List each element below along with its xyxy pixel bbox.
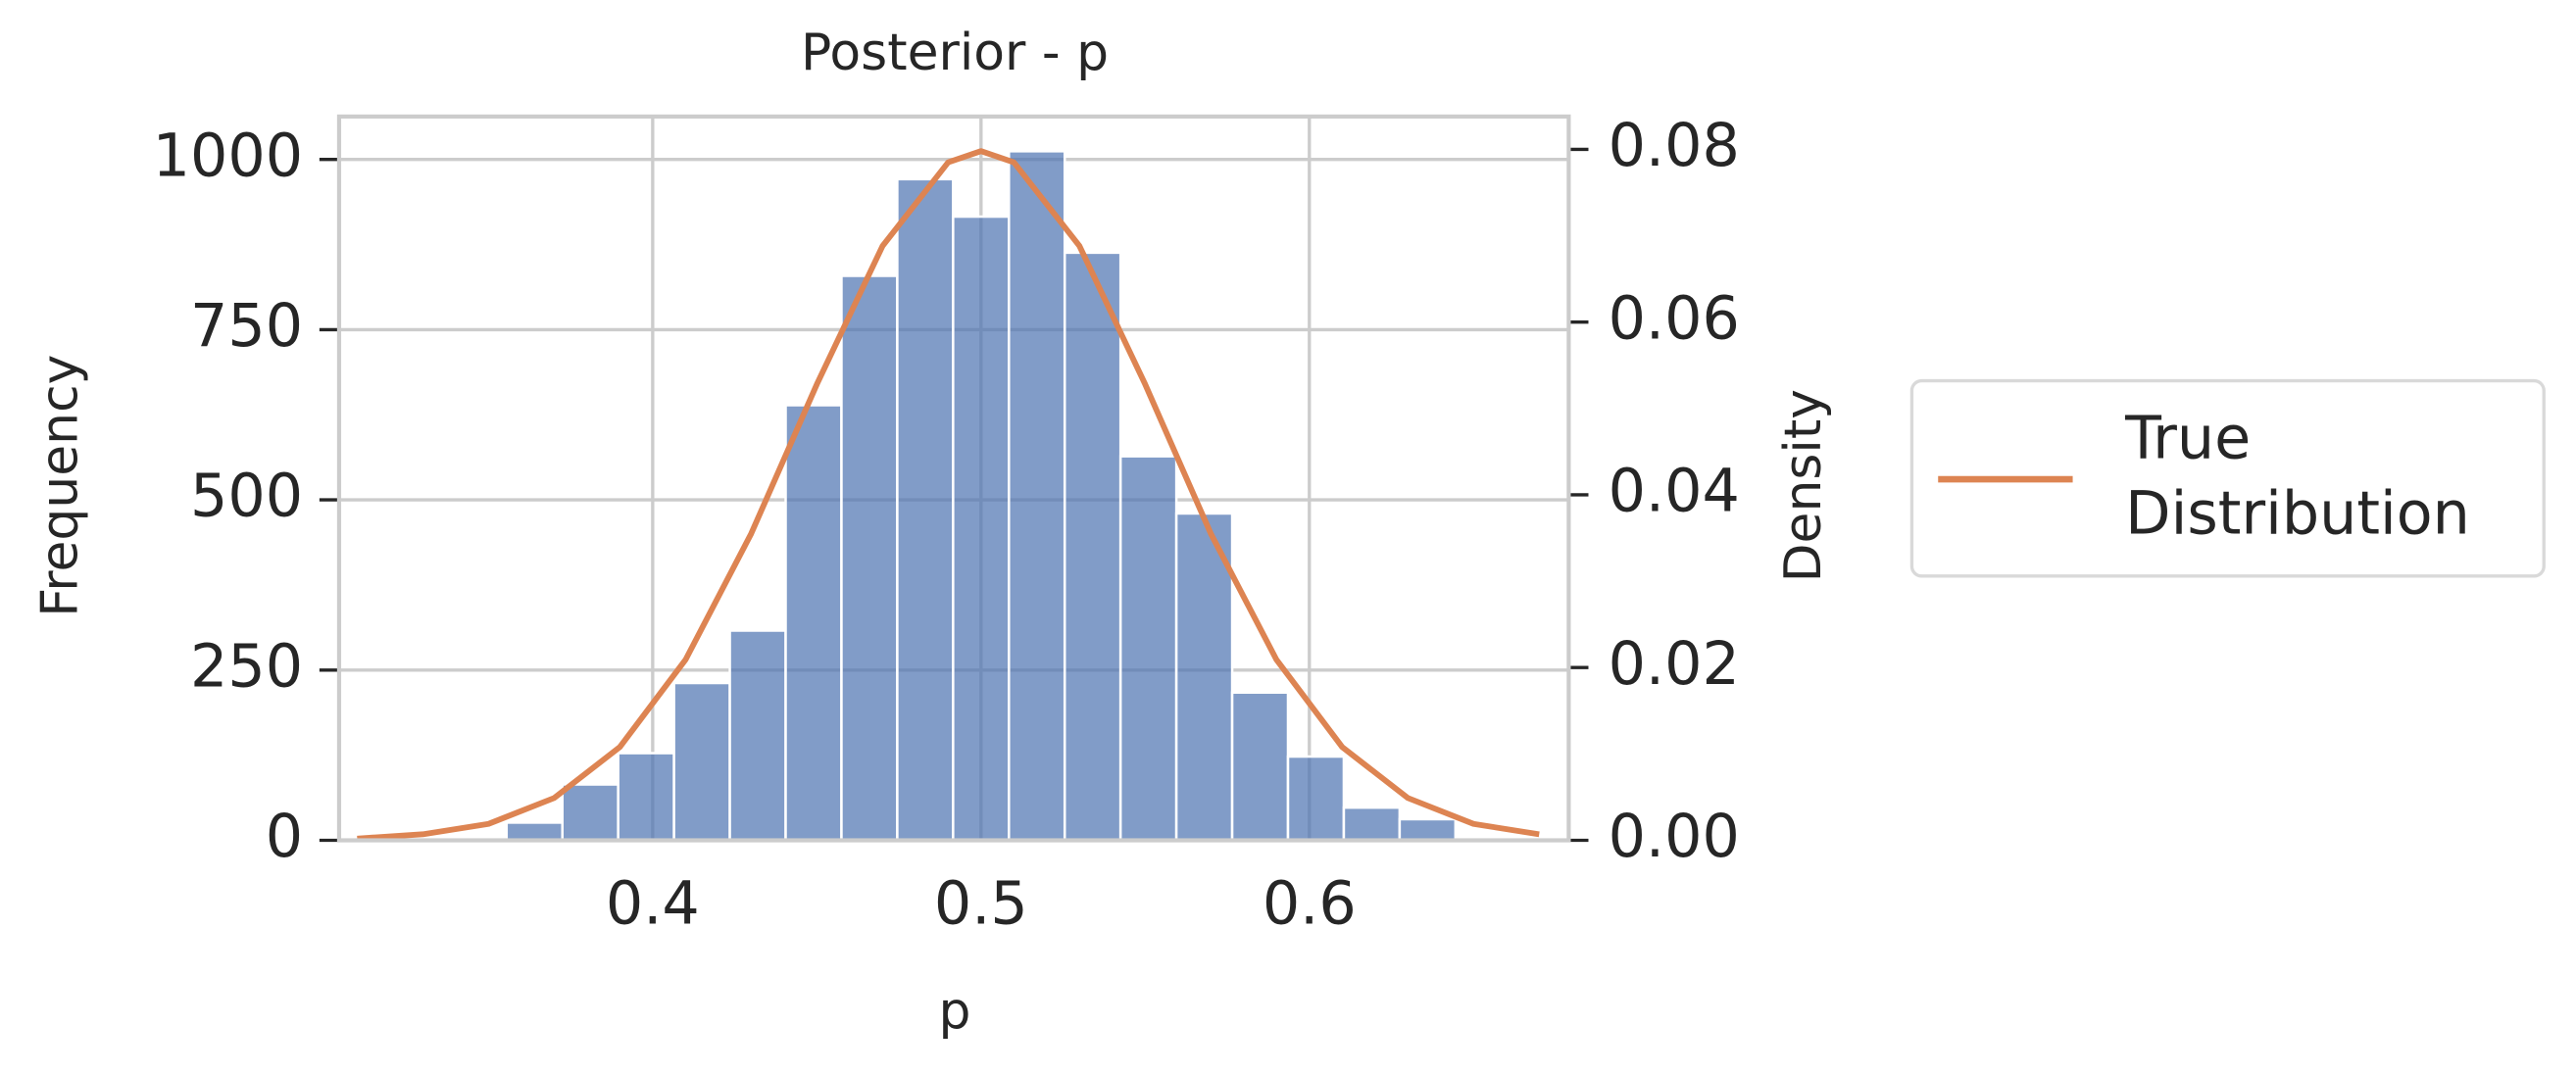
legend-box — [1909, 378, 2546, 578]
y-tick-label: 1000 — [153, 122, 303, 190]
bar — [1398, 817, 1458, 842]
y2-tick-label: 0.06 — [1609, 284, 1740, 353]
chart-title: Posterior - p — [801, 24, 1109, 82]
bar — [1008, 150, 1066, 842]
y2-axis-label: Density — [1774, 389, 1833, 582]
bar — [1063, 251, 1122, 842]
bar — [672, 681, 731, 842]
x-tick-label: 0.4 — [606, 870, 700, 939]
y2-tick-label: 0.04 — [1609, 458, 1740, 526]
x-tick-label: 0.5 — [934, 870, 1028, 939]
bar — [617, 752, 675, 842]
bar — [1230, 691, 1290, 842]
legend-label-line: Distribution — [2125, 479, 2470, 548]
bar — [1286, 755, 1346, 842]
y-tick-label: 0 — [266, 803, 303, 871]
bar — [784, 404, 843, 842]
y-axis-label: Frequency — [31, 355, 90, 617]
bar — [896, 177, 955, 842]
y-tick-label: 750 — [190, 292, 303, 361]
y2-tick-label: 0.08 — [1609, 112, 1740, 180]
density-line — [357, 148, 1540, 842]
legend-label: True Distribution — [2124, 404, 2470, 548]
bar — [1342, 806, 1402, 842]
bar — [561, 783, 619, 842]
plot-frame — [336, 114, 1571, 843]
bar — [728, 629, 787, 842]
bar — [505, 821, 564, 842]
x-tick-label: 0.6 — [1263, 870, 1357, 939]
y-tick-label: 250 — [190, 632, 303, 701]
y-tick-label: 500 — [190, 463, 303, 531]
x-axis-label: p — [939, 982, 971, 1041]
bar — [952, 215, 1011, 842]
y2-tick-label: 0.02 — [1609, 630, 1740, 699]
legend-label-line: True — [2124, 404, 2251, 472]
bar — [840, 274, 899, 842]
bar — [1118, 455, 1178, 842]
y2-tick-label: 0.00 — [1609, 803, 1740, 871]
